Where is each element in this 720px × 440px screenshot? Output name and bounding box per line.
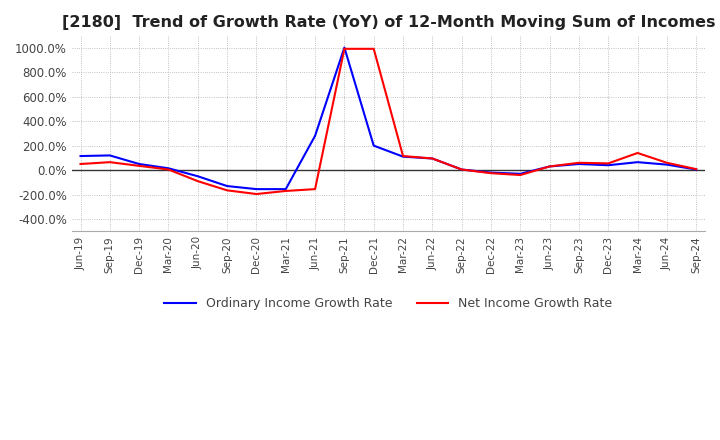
Ordinary Income Growth Rate — [545, 164, 554, 169]
Net Income Growth Rate — [604, 161, 613, 166]
Net Income Growth Rate — [487, 171, 495, 176]
Net Income Growth Rate — [222, 188, 231, 193]
Net Income Growth Rate — [76, 161, 85, 167]
Ordinary Income Growth Rate — [604, 163, 613, 168]
Ordinary Income Growth Rate — [575, 161, 583, 167]
Ordinary Income Growth Rate — [516, 171, 525, 176]
Ordinary Income Growth Rate — [662, 162, 671, 167]
Ordinary Income Growth Rate — [222, 183, 231, 189]
Ordinary Income Growth Rate — [252, 187, 261, 192]
Net Income Growth Rate — [692, 166, 701, 172]
Ordinary Income Growth Rate — [634, 160, 642, 165]
Net Income Growth Rate — [164, 167, 173, 172]
Ordinary Income Growth Rate — [428, 156, 436, 161]
Ordinary Income Growth Rate — [135, 161, 143, 167]
Net Income Growth Rate — [575, 160, 583, 165]
Net Income Growth Rate — [106, 160, 114, 165]
Net Income Growth Rate — [252, 191, 261, 197]
Ordinary Income Growth Rate — [76, 154, 85, 159]
Net Income Growth Rate — [369, 46, 378, 51]
Net Income Growth Rate — [428, 156, 436, 161]
Net Income Growth Rate — [194, 179, 202, 184]
Net Income Growth Rate — [457, 167, 466, 172]
Net Income Growth Rate — [135, 163, 143, 169]
Ordinary Income Growth Rate — [457, 167, 466, 172]
Net Income Growth Rate — [634, 150, 642, 156]
Line: Net Income Growth Rate: Net Income Growth Rate — [81, 49, 696, 194]
Ordinary Income Growth Rate — [311, 133, 320, 139]
Title: [2180]  Trend of Growth Rate (YoY) of 12-Month Moving Sum of Incomes: [2180] Trend of Growth Rate (YoY) of 12-… — [62, 15, 715, 30]
Line: Ordinary Income Growth Rate: Ordinary Income Growth Rate — [81, 48, 696, 189]
Ordinary Income Growth Rate — [369, 143, 378, 148]
Net Income Growth Rate — [340, 46, 348, 51]
Net Income Growth Rate — [662, 160, 671, 165]
Ordinary Income Growth Rate — [194, 174, 202, 179]
Net Income Growth Rate — [311, 187, 320, 192]
Ordinary Income Growth Rate — [106, 153, 114, 158]
Net Income Growth Rate — [282, 188, 290, 194]
Ordinary Income Growth Rate — [399, 154, 408, 159]
Net Income Growth Rate — [516, 172, 525, 178]
Net Income Growth Rate — [399, 154, 408, 159]
Ordinary Income Growth Rate — [164, 165, 173, 171]
Net Income Growth Rate — [545, 164, 554, 169]
Ordinary Income Growth Rate — [282, 187, 290, 192]
Legend: Ordinary Income Growth Rate, Net Income Growth Rate: Ordinary Income Growth Rate, Net Income … — [159, 292, 618, 315]
Ordinary Income Growth Rate — [692, 167, 701, 172]
Ordinary Income Growth Rate — [340, 45, 348, 50]
Ordinary Income Growth Rate — [487, 170, 495, 175]
